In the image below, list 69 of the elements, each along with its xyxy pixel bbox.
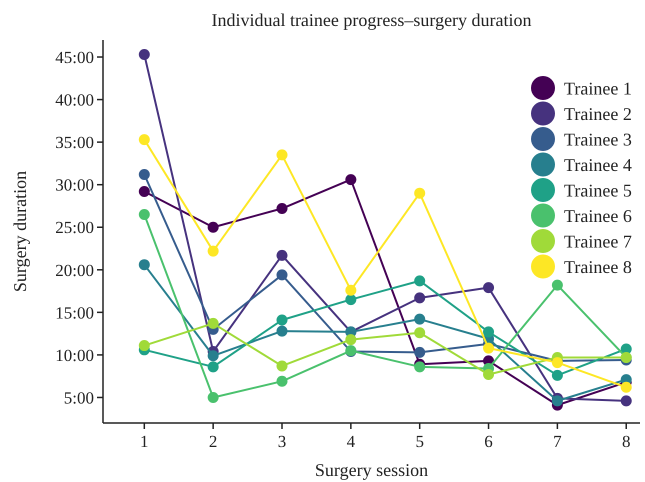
legend-label: Trainee 7 [564, 231, 632, 252]
point [345, 334, 356, 346]
x-tick-label: 2 [208, 432, 218, 451]
point [345, 174, 356, 186]
x-tick-label: 4 [346, 432, 356, 451]
legend-label: Trainee 2 [564, 104, 632, 124]
x-tick-label: 5 [415, 432, 424, 451]
y-tick-label: 40:00 [55, 90, 94, 110]
legend-label: Trainee 6 [564, 206, 632, 226]
point [483, 326, 494, 338]
point [620, 395, 632, 406]
point [138, 48, 150, 60]
point [276, 326, 288, 337]
point [276, 250, 288, 261]
y-axis-title: Surgery duration [10, 170, 30, 292]
point [483, 368, 494, 380]
point [483, 282, 494, 294]
y-tick-label: 5:00 [64, 388, 94, 408]
point [276, 314, 288, 326]
legend-label: Trainee 1 [564, 78, 632, 98]
y-tick-label: 15:00 [55, 303, 94, 322]
point [414, 314, 426, 325]
point [138, 134, 150, 146]
legend-label: Trainee 5 [564, 180, 632, 200]
y-tick-label: 45:00 [55, 48, 94, 67]
y-tick-label: 35:00 [55, 133, 94, 152]
y-tick-label: 20:00 [55, 260, 94, 280]
point [276, 149, 288, 160]
y-tick-label: 25:00 [55, 218, 94, 238]
x-tick-label: 8 [622, 432, 630, 451]
x-tick-label: 7 [553, 432, 562, 451]
point [276, 269, 288, 280]
point [208, 361, 219, 372]
y-tick-label: 30:00 [55, 176, 94, 195]
point [208, 222, 219, 233]
x-tick-label: 1 [140, 432, 149, 451]
point [414, 346, 426, 358]
point [138, 168, 150, 180]
legend-label: Trainee 4 [564, 154, 632, 175]
point [552, 370, 563, 381]
legend-label: Trainee 8 [564, 256, 632, 277]
legend-label: Trainee 3 [564, 129, 632, 150]
point [552, 280, 563, 291]
point [345, 284, 356, 296]
y-tick-label: 10:00 [55, 346, 94, 365]
point [138, 208, 150, 220]
point [483, 342, 494, 354]
point [208, 246, 219, 257]
chart-title: Individual trainee progress–surgery duration [211, 10, 532, 30]
x-axis-title: Surgery session [314, 460, 428, 480]
point [345, 294, 356, 306]
x-tick-label: 3 [278, 432, 286, 451]
point [552, 395, 563, 406]
point [414, 275, 426, 286]
x-tick-label: 6 [484, 432, 493, 451]
point [208, 350, 219, 362]
point [138, 186, 150, 197]
point [276, 376, 288, 387]
point [414, 292, 426, 304]
point [138, 259, 150, 270]
point [276, 360, 288, 372]
point [138, 340, 150, 352]
point [620, 382, 632, 393]
point [208, 392, 219, 403]
point [414, 361, 426, 372]
point [414, 188, 426, 199]
point [208, 318, 219, 329]
point [414, 327, 426, 338]
point [276, 203, 288, 214]
